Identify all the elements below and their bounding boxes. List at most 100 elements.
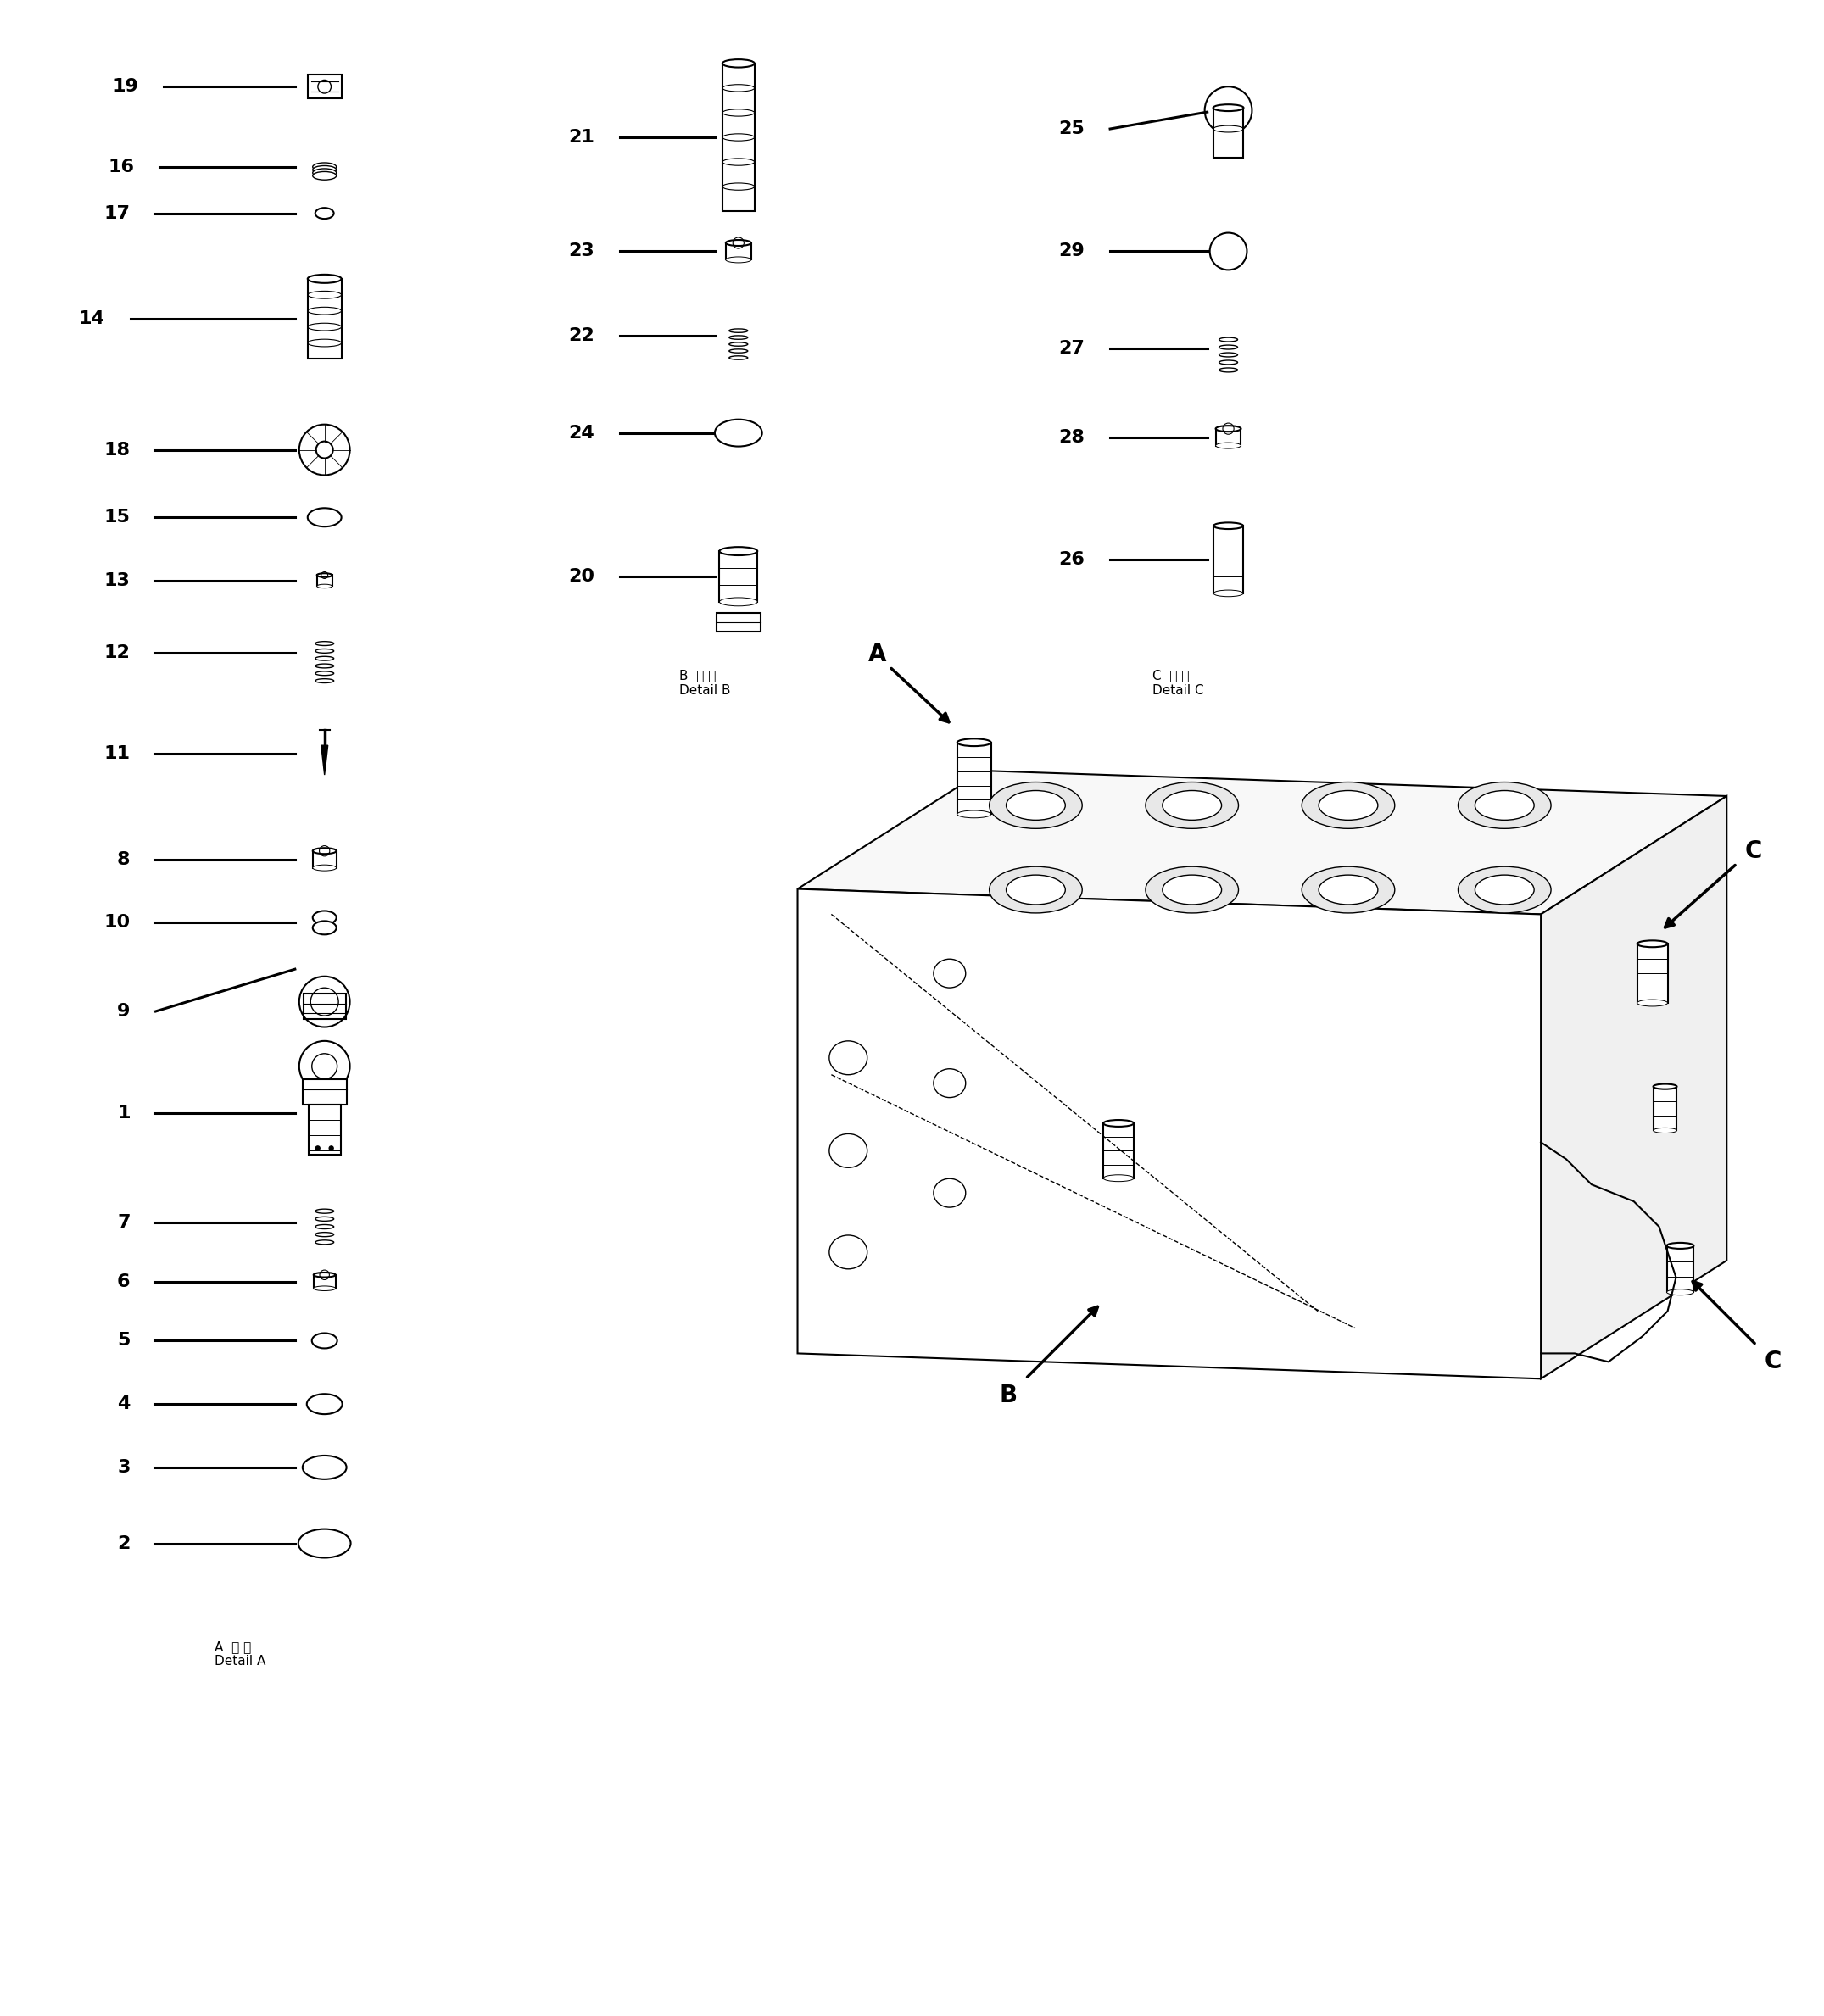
Ellipse shape <box>1145 782 1238 829</box>
Ellipse shape <box>1302 782 1395 829</box>
Ellipse shape <box>1319 790 1377 821</box>
Ellipse shape <box>830 1133 866 1167</box>
Ellipse shape <box>312 163 336 171</box>
Text: 10: 10 <box>104 913 130 931</box>
Bar <box>719 550 757 603</box>
Ellipse shape <box>1162 790 1222 821</box>
Ellipse shape <box>1104 1175 1135 1181</box>
Ellipse shape <box>934 1179 965 1208</box>
Ellipse shape <box>1007 875 1065 905</box>
Bar <box>312 851 336 867</box>
Ellipse shape <box>1209 232 1248 270</box>
Ellipse shape <box>989 867 1082 913</box>
Ellipse shape <box>1457 867 1550 913</box>
Ellipse shape <box>726 256 751 262</box>
Ellipse shape <box>1007 790 1065 821</box>
Bar <box>1653 1087 1676 1131</box>
Ellipse shape <box>308 274 341 282</box>
Ellipse shape <box>312 849 336 855</box>
Ellipse shape <box>726 240 751 246</box>
Bar <box>1213 109 1244 157</box>
Text: 18: 18 <box>104 442 130 458</box>
Text: 19: 19 <box>113 79 139 95</box>
Ellipse shape <box>299 1528 350 1558</box>
Text: 29: 29 <box>1058 242 1085 260</box>
Ellipse shape <box>830 1040 866 1075</box>
Bar <box>303 994 345 1020</box>
Bar <box>317 575 332 587</box>
Ellipse shape <box>1302 867 1395 913</box>
Bar <box>1213 526 1244 593</box>
Ellipse shape <box>1215 425 1240 431</box>
Text: B: B <box>1000 1383 1018 1407</box>
Text: 5: 5 <box>117 1333 130 1349</box>
Text: 4: 4 <box>117 1395 130 1413</box>
Text: 24: 24 <box>569 425 595 442</box>
Text: 15: 15 <box>104 508 130 526</box>
Text: A: A <box>868 643 886 665</box>
Circle shape <box>316 1145 319 1151</box>
Ellipse shape <box>312 921 336 935</box>
Ellipse shape <box>312 165 336 173</box>
Ellipse shape <box>303 1456 347 1480</box>
Bar <box>308 278 341 359</box>
Ellipse shape <box>1457 782 1550 829</box>
Ellipse shape <box>314 1272 336 1278</box>
Ellipse shape <box>1145 867 1238 913</box>
Text: 7: 7 <box>117 1214 130 1232</box>
Text: C: C <box>1746 839 1762 863</box>
Ellipse shape <box>719 546 757 554</box>
Text: 25: 25 <box>1058 121 1085 137</box>
Text: 12: 12 <box>104 643 130 661</box>
Ellipse shape <box>715 419 762 446</box>
Ellipse shape <box>1638 1000 1667 1006</box>
Text: 16: 16 <box>108 159 135 175</box>
Polygon shape <box>321 746 328 774</box>
Text: C: C <box>1764 1351 1782 1373</box>
Bar <box>717 613 761 631</box>
Text: 22: 22 <box>569 327 595 345</box>
Text: 26: 26 <box>1058 550 1085 569</box>
Ellipse shape <box>958 738 990 746</box>
Text: A  詳 細
Detail A: A 詳 細 Detail A <box>215 1641 266 1667</box>
Ellipse shape <box>1104 1121 1135 1127</box>
Bar <box>314 1274 336 1288</box>
Ellipse shape <box>317 585 332 589</box>
Ellipse shape <box>1638 941 1667 948</box>
Ellipse shape <box>1213 105 1244 111</box>
Bar <box>1215 429 1240 446</box>
Text: 11: 11 <box>104 746 130 762</box>
Text: 8: 8 <box>117 851 130 867</box>
Bar <box>726 242 751 260</box>
Text: 13: 13 <box>104 573 130 589</box>
Polygon shape <box>797 889 1541 1379</box>
Ellipse shape <box>1653 1085 1676 1089</box>
Text: 20: 20 <box>569 569 595 585</box>
Text: 9: 9 <box>117 1002 130 1020</box>
Ellipse shape <box>934 1068 965 1097</box>
Ellipse shape <box>312 911 336 925</box>
Ellipse shape <box>1667 1242 1694 1248</box>
Text: 21: 21 <box>569 129 595 145</box>
Polygon shape <box>797 770 1727 915</box>
Ellipse shape <box>317 573 332 577</box>
Text: 17: 17 <box>104 206 130 222</box>
Bar <box>303 1079 347 1105</box>
Bar <box>308 75 341 99</box>
Text: B  詳 細
Detail B: B 詳 細 Detail B <box>679 669 731 698</box>
Ellipse shape <box>306 1393 343 1413</box>
Text: 1: 1 <box>117 1105 130 1121</box>
Ellipse shape <box>1667 1288 1694 1294</box>
Bar <box>1104 1123 1135 1177</box>
Bar <box>1638 943 1667 1002</box>
Ellipse shape <box>312 169 336 177</box>
Ellipse shape <box>1213 522 1244 528</box>
Ellipse shape <box>314 1286 336 1290</box>
Ellipse shape <box>312 865 336 871</box>
Ellipse shape <box>1215 444 1240 448</box>
Text: 27: 27 <box>1058 341 1085 357</box>
Ellipse shape <box>830 1236 866 1268</box>
Ellipse shape <box>1476 875 1534 905</box>
Bar <box>308 1105 341 1155</box>
Ellipse shape <box>308 508 341 526</box>
